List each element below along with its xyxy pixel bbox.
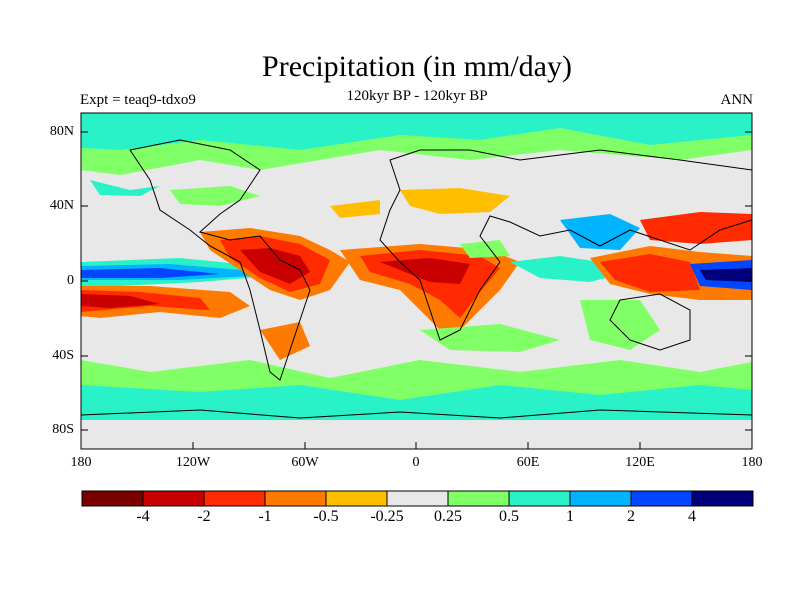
north-arctic-band: [81, 113, 752, 150]
maritime-red: [600, 254, 700, 292]
north-america-green: [170, 186, 260, 206]
sahara-yellow: [400, 188, 510, 214]
colorbar-label: 2: [627, 508, 635, 525]
north-pacific-teal: [90, 180, 160, 196]
australia-outline: [609, 293, 691, 351]
tropical-america-dark-red: [240, 248, 310, 284]
colorbar-box: [142, 490, 205, 507]
coastlines: [81, 139, 752, 419]
colorbar-label: 0.5: [499, 508, 519, 525]
colorbar-label: 0.25: [434, 508, 462, 525]
colorbar-label: -0.25: [370, 508, 404, 525]
colorbar: [81, 490, 754, 507]
eurasia-africa-outline: [379, 149, 752, 341]
americas-outline: [129, 139, 311, 381]
atlantic-yellow: [330, 200, 380, 218]
plot-subtitle: 120kyr BP - 120kyr BP: [346, 88, 488, 104]
colorbar-label: -0.5: [313, 508, 339, 525]
x-tick-label: 180: [741, 455, 763, 470]
x-tick-label: 60W: [291, 455, 319, 470]
colorbar-label: 1: [566, 508, 574, 525]
antarctica-outline: [81, 409, 752, 419]
south-america-orange: [260, 322, 310, 360]
australia-green: [580, 300, 660, 350]
asia-monsoon-blue: [560, 214, 640, 250]
south-africa-green: [420, 324, 560, 352]
colorbar-box: [386, 490, 449, 507]
east-africa-green: [460, 240, 510, 258]
colorbar-label: 4: [688, 508, 696, 525]
colorbar-label: -4: [136, 508, 150, 525]
x-tick-label: 0: [412, 455, 420, 470]
x-tick-label: 180: [70, 455, 92, 470]
plot-title: Precipitation (in mm/day): [262, 50, 572, 83]
x-tick-label: 120E: [625, 455, 655, 470]
y-tick-label: 80N: [49, 124, 74, 139]
experiment-label: Expt = teaq9-tdxo9: [80, 92, 196, 108]
colorbar-label: -2: [197, 508, 211, 525]
colorbar-box: [81, 490, 144, 507]
y-tick-label: 0: [67, 273, 74, 288]
nw-pacific-red: [640, 212, 752, 244]
axis-ticks: [81, 131, 752, 449]
colorbar-box: [264, 490, 327, 507]
indian-ocean-teal: [510, 256, 620, 282]
colorbar-box: [691, 490, 754, 507]
y-tick-label: 80S: [52, 422, 74, 437]
y-tick-label: 40N: [49, 198, 74, 213]
colorbar-box: [447, 490, 510, 507]
y-tick-label: 40S: [52, 348, 74, 363]
eq-pacific-deep-blue: [81, 268, 220, 278]
colorbar-box: [508, 490, 571, 507]
x-tick-label: 60E: [516, 455, 540, 470]
precip-field: [81, 113, 752, 449]
colorbar-box: [203, 490, 266, 507]
colorbar-label: -1: [258, 508, 272, 525]
x-tick-label: 120W: [175, 455, 211, 470]
season-label: ANN: [720, 92, 754, 108]
colorbar-box: [630, 490, 693, 507]
se-pacific-dark-red: [81, 294, 160, 308]
colorbar-box: [569, 490, 632, 507]
colorbar-box: [325, 490, 388, 507]
west-pacific-navy: [700, 268, 752, 282]
